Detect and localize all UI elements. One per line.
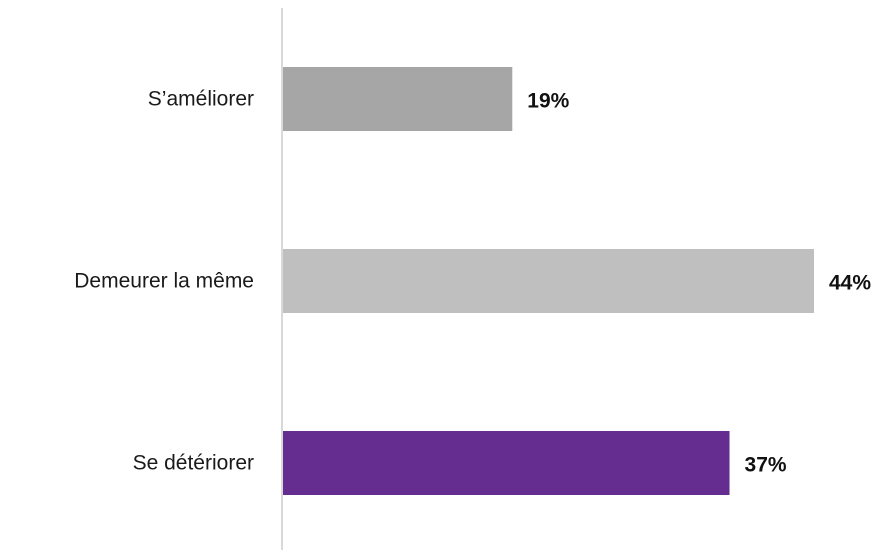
value-label-s-ameliorer: 19% xyxy=(527,90,569,113)
category-labels-group: S’améliorer Demeurer la même Se détériorer xyxy=(74,88,254,475)
value-labels-group: 19% 44% 37% xyxy=(527,90,871,477)
value-label-demeurer-la-meme: 44% xyxy=(829,272,871,295)
category-label-se-deteriorer: Se détériorer xyxy=(133,452,254,475)
category-label-s-ameliorer: S’améliorer xyxy=(148,88,254,111)
bar-se-deteriorer xyxy=(283,431,730,495)
bars-group xyxy=(283,67,814,495)
category-label-demeurer-la-meme: Demeurer la même xyxy=(74,270,254,293)
bar-s-ameliorer xyxy=(283,67,513,131)
bar-demeurer-la-meme xyxy=(283,249,814,313)
value-label-se-deteriorer: 37% xyxy=(745,454,787,477)
